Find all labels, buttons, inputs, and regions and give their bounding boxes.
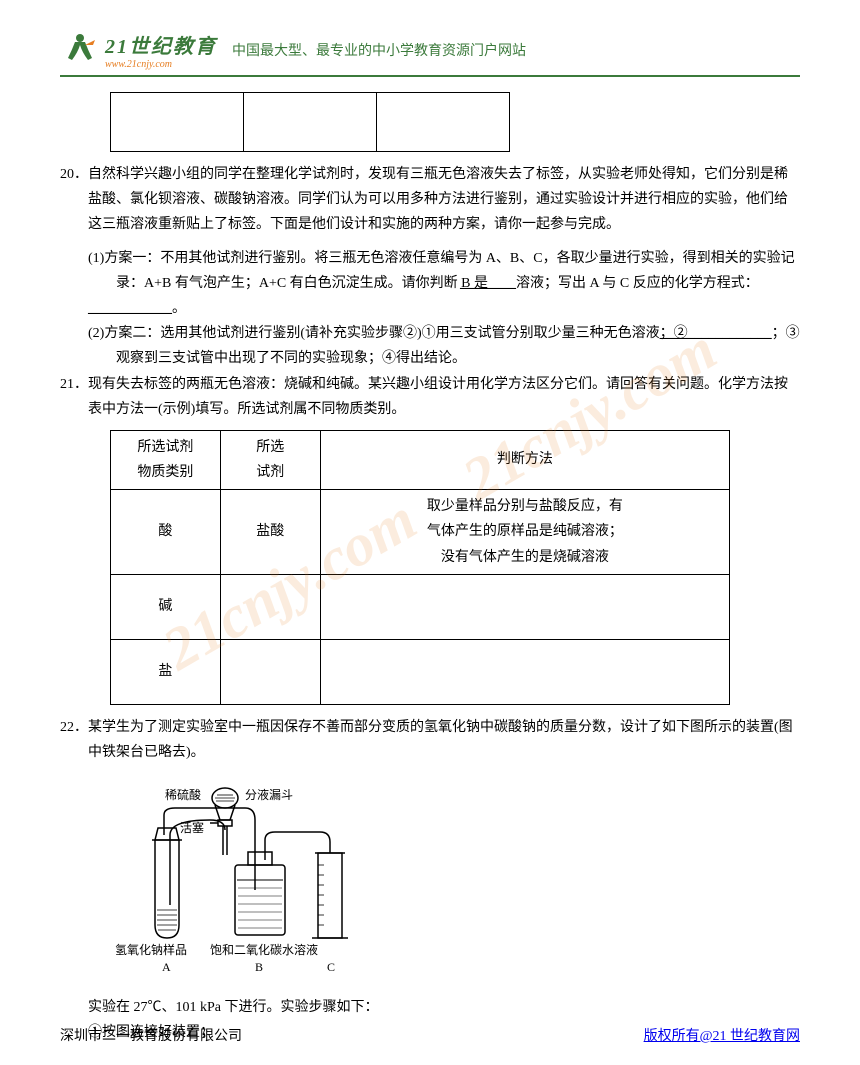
q21-intro: 现有失去标签的两瓶无色溶液：烧碱和纯碱。某兴趣小组设计用化学方法区分它们。请回答…: [88, 377, 788, 417]
logo-title: 21世纪教育: [105, 30, 217, 59]
q20-part2: (2)方案二：选用其他试剂进行鉴别(请补充实验步骤②)①用三支试管分别取少量三种…: [88, 321, 800, 371]
logo: 21世纪教育 www.21cnjy.com: [60, 30, 217, 70]
q21-r3c1: 盐: [111, 639, 221, 704]
logo-url: www.21cnjy.com: [105, 59, 217, 70]
page-header: 21世纪教育 www.21cnjy.com 中国最大型、最专业的中小学教育资源门…: [60, 30, 800, 77]
diagram-label-acid: 稀硫酸: [165, 785, 201, 807]
q22-conditions: 实验在 27℃、101 kPa 下进行。实验步骤如下：: [60, 995, 800, 1020]
q20-number: 20．: [60, 167, 88, 182]
q20-intro: 自然科学兴趣小组的同学在整理化学试剂时，发现有三瓶无色溶液失去了标签，从实验老师…: [88, 167, 788, 232]
diagram-label-a: A: [162, 957, 171, 979]
question-22: 22．某学生为了测定实验室中一瓶因保存不善而部分变质的氢氧化钠中碳酸钠的质量分数…: [60, 715, 800, 765]
q22-number: 22．: [60, 720, 88, 735]
q22-diagram: 稀硫酸 分液漏斗 活塞 氢氧化钠样品 饱和二氧化碳水溶液 A B C: [120, 780, 400, 980]
header-subtitle: 中国最大型、最专业的中小学教育资源门户网站: [232, 40, 526, 60]
footer-left: 深圳市二一教育股份有限公司: [60, 1025, 242, 1045]
q21-r2c3: [320, 574, 729, 639]
q20-p1-text2: 溶液；写出 A 与 C 反应的化学方程式：: [516, 276, 759, 291]
q21-r1c2: 盐酸: [220, 490, 320, 575]
diagram-label-stopcock: 活塞: [180, 818, 204, 840]
logo-icon: [60, 30, 100, 70]
question-21: 21．现有失去标签的两瓶无色溶液：烧碱和纯碱。某兴趣小组设计用化学方法区分它们。…: [60, 372, 800, 422]
q21-r1c3: 取少量样品分别与盐酸反应，有 气体产生的原样品是纯碱溶液； 没有气体产生的是烧碱…: [320, 490, 729, 575]
q20-p1-text3: 。: [172, 301, 186, 316]
q21-r1c1: 酸: [111, 490, 221, 575]
q21-r3c2: [220, 639, 320, 704]
q20-p1-blank2: ____________: [116, 296, 172, 321]
q21-number: 21．: [60, 377, 88, 392]
diagram-label-co2: 饱和二氧化碳水溶液: [210, 940, 318, 962]
diagram-label-funnel: 分液漏斗: [245, 785, 293, 807]
q21-r2c2: [220, 574, 320, 639]
q21-th2: 所选 试剂: [220, 430, 320, 489]
logo-text: 21世纪教育 www.21cnjy.com: [105, 30, 217, 70]
footer-right: 版权所有@21 世纪教育网: [644, 1025, 800, 1045]
q21-r2c1: 碱: [111, 574, 221, 639]
question-20: 20．自然科学兴趣小组的同学在整理化学试剂时，发现有三瓶无色溶液失去了标签，从实…: [60, 162, 800, 238]
q20-p2-blank: ________________: [688, 321, 772, 346]
q20-p1-label: (1): [88, 251, 104, 266]
diagram-label-c: C: [327, 957, 335, 979]
q21-th3: 判断方法: [320, 430, 729, 489]
footer: 深圳市二一教育股份有限公司 版权所有@21 世纪教育网: [60, 1025, 800, 1045]
q21-r3c3: [320, 639, 729, 704]
q20-p1-blank1: ________: [488, 271, 516, 296]
diagram-label-naoh: 氢氧化钠样品: [115, 940, 187, 962]
q22-intro: 某学生为了测定实验室中一瓶因保存不善而部分变质的氢氧化钠中碳酸钠的质量分数，设计…: [88, 720, 793, 760]
q20-part1: (1)方案一：不用其他试剂进行鉴别。将三瓶无色溶液任意编号为 A、B、C，各取少…: [88, 246, 800, 322]
content: 20．自然科学兴趣小组的同学在整理化学试剂时，发现有三瓶无色溶液失去了标签，从实…: [60, 92, 800, 1046]
q21-table: 所选试剂 物质类别 所选 试剂 判断方法 酸 盐酸 取少量样品分别与盐酸反应，有…: [110, 430, 730, 705]
q21-th1: 所选试剂 物质类别: [111, 430, 221, 489]
q20-p2-text: 方案二：选用其他试剂进行鉴别(请补充实验步骤②)①用三支试管分别取少量三种无色溶…: [104, 326, 687, 341]
q20-p2-label: (2): [88, 326, 104, 341]
diagram-label-b: B: [255, 957, 263, 979]
empty-top-table: [110, 92, 510, 152]
